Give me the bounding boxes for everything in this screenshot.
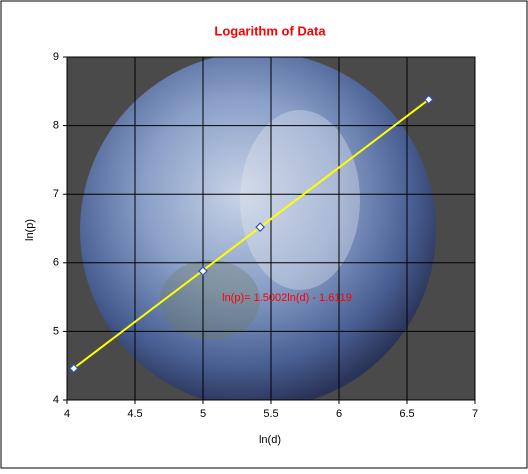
y-tick-label: 4 <box>53 394 59 406</box>
y-tick-label: 6 <box>53 257 59 269</box>
x-tick-label: 6 <box>336 408 342 420</box>
chart-title: Logarithm of Data <box>214 23 326 38</box>
x-axis-title: ln(d) <box>259 434 281 446</box>
y-tick-label: 9 <box>53 51 59 63</box>
chart: Logarithm of Data ln(d) ln(p) 4 5 6 7 8 9 4 4.5… <box>0 0 528 469</box>
y-tick-label: 8 <box>53 120 59 132</box>
x-tick-label: 5 <box>200 408 206 420</box>
x-tick-label: 4 <box>64 408 70 420</box>
y-tick-label: 7 <box>53 188 59 200</box>
x-tick-label: 7 <box>472 408 478 420</box>
x-tick-label: 5.5 <box>263 408 278 420</box>
trendline-equation: ln(p)= 1.5002ln(d) - 1.6119 <box>222 292 352 304</box>
y-axis-title: ln(p) <box>24 219 36 241</box>
x-tick-label: 4.5 <box>127 408 142 420</box>
x-tick-label: 6.5 <box>399 408 414 420</box>
y-tick-label: 5 <box>53 325 59 337</box>
